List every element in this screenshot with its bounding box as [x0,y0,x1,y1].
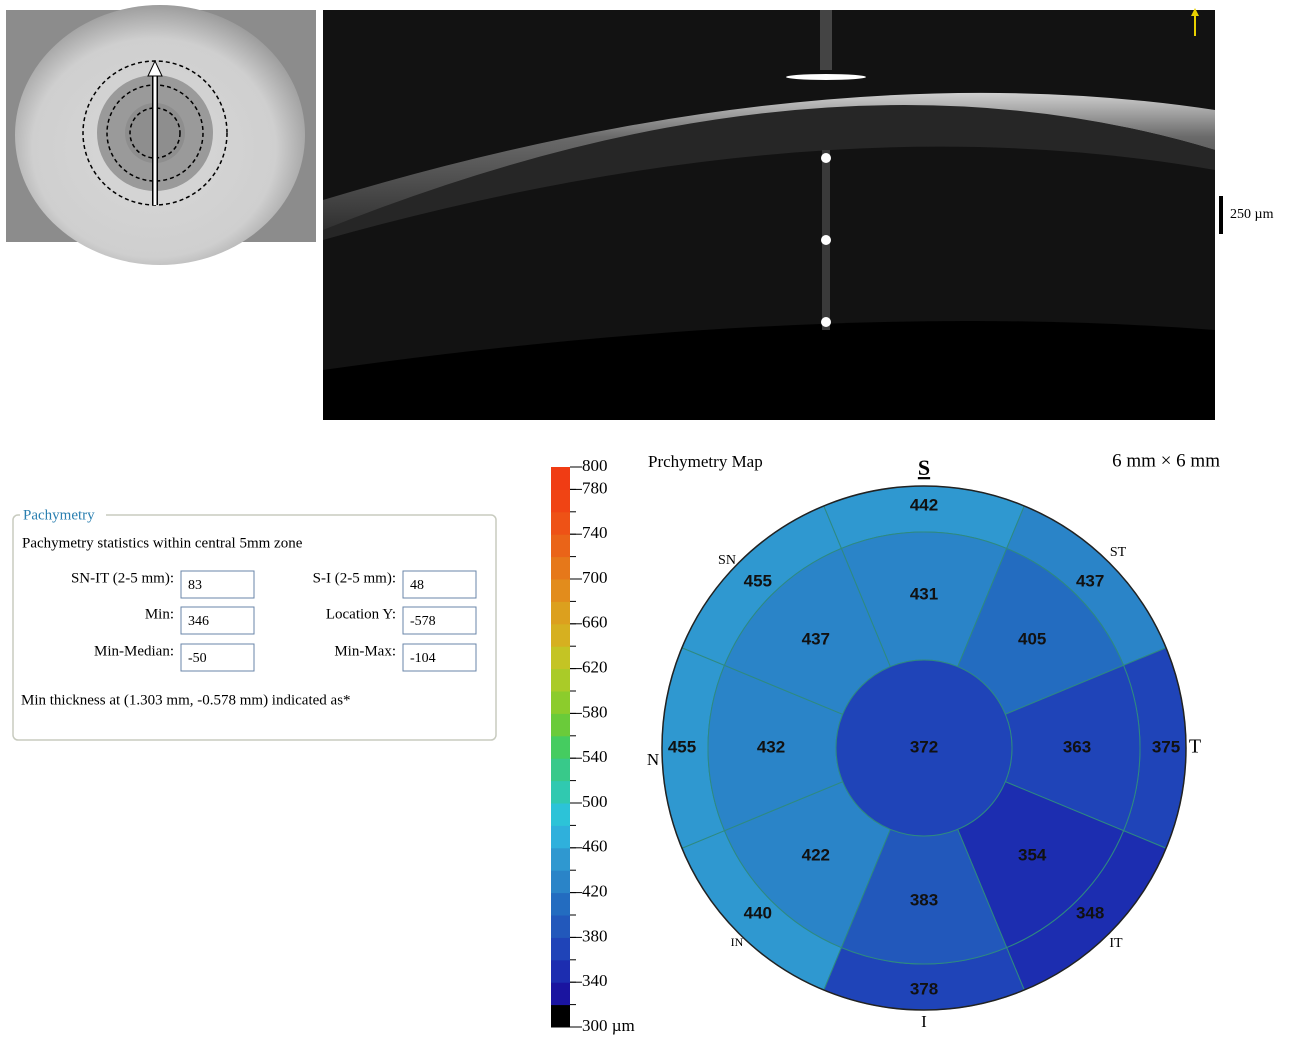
map-outline [661,485,1187,1011]
map-size: 6 mm × 6 mm [1112,450,1220,471]
field-label: S-I (2-5 mm): [313,570,396,586]
sector-value: 378 [910,979,938,998]
direction-label: IT [1109,936,1123,951]
colorbar-tick-label: 300 µm [582,1016,635,1035]
field-box [180,570,255,599]
field-label: SN-IT (2-5 mm): [71,570,174,586]
colorbar-band [551,646,570,670]
colorbar-band [551,780,570,804]
direction-label: I [921,1012,927,1031]
sector-value: 375 [1152,737,1180,756]
field-box [402,606,477,635]
sector-value: 431 [910,584,938,603]
colorbar-tick-label: 460 [582,837,608,856]
field-value: -104 [410,651,436,666]
colorbar-band [551,489,570,513]
colorbar-tick-label: 660 [582,613,608,632]
sector-value: 363 [1063,737,1091,756]
colorbar-band [551,713,570,737]
colorbar-band [551,825,570,849]
sector-value: 422 [802,846,830,865]
colorbar-band [551,803,570,826]
colorbar-tick-label: 620 [582,658,608,677]
colorbar-band [551,467,570,490]
sector-value: 354 [1018,846,1047,865]
sector-value: 455 [744,571,772,590]
field-box [180,643,255,672]
colorbar-band [551,915,570,938]
colorbar-band [551,937,570,961]
colorbar-band [551,892,570,916]
colorbar-tick-label: 580 [582,702,608,721]
field-label: Min-Median: [94,643,174,659]
colorbar-band [551,870,570,894]
field-value: -578 [410,614,436,629]
field-box [402,643,477,672]
colorbar-tick-label: 700 [582,568,608,587]
colorbar-band [551,735,570,759]
colorbar-band [551,668,570,692]
panel-note: Min thickness at (1.303 mm, -0.578 mm) i… [21,692,351,708]
colorbar-tick-label: 380 [582,926,608,945]
map-title: Prchymetry Map [648,452,763,471]
colorbar-band [551,556,570,580]
oct-scan: 250 µm [323,8,1274,420]
colorbar-tick-label: 800 [582,456,608,475]
colorbar-band [551,959,570,983]
colorbar-tick-label: 420 [582,882,608,901]
sector-value: 442 [910,495,938,514]
direction-label: T [1189,736,1201,758]
field-value: 83 [188,578,202,593]
colorbar-band [551,691,570,714]
colorbar: 800 780 740 700 660 620 580 540 500 460 420 380 340 3… [551,456,635,1035]
colorbar-band [551,623,570,647]
map-sector [835,659,1013,837]
colorbar-band [551,1004,570,1028]
direction-label: N [647,750,659,769]
sector-value: 383 [910,890,938,909]
pachymetry-map: Prchymetry Map 6 mm × 6 mm 372 431 405 363 3… [647,450,1220,1031]
colorbar-tick-label: 780 [582,478,608,497]
field-label: Location Y: [326,606,396,622]
sector-value: 440 [744,904,772,923]
sector-value: 437 [1076,571,1104,590]
field-value: -50 [188,651,207,666]
colorbar-band [551,758,570,782]
sector-value: 372 [910,737,938,756]
field-label: Min-Max: [334,643,396,659]
field-value: 346 [188,614,209,629]
field-box [402,570,477,599]
direction-label: SN [718,553,736,568]
direction-label: ST [1110,545,1127,560]
colorbar-tick-label: 740 [582,523,608,542]
direction-label: IN [731,935,744,949]
pachymetry-panel: Pachymetry Pachymetry statistics within … [12,505,497,741]
field-value: 48 [410,578,424,593]
direction-label: S [918,455,930,480]
field-label: Min: [145,606,174,622]
colorbar-band [551,511,570,535]
sector-value: 348 [1076,904,1104,923]
scale-label: 250 µm [1230,207,1274,222]
sector-value: 437 [802,629,830,648]
colorbar-band [551,579,570,602]
colorbar-band [551,534,570,558]
colorbar-tick-label: 540 [582,747,608,766]
colorbar-band [551,847,570,871]
sector-value: 455 [668,737,696,756]
colorbar-tick-label: 340 [582,971,608,990]
colorbar-band [551,601,570,625]
field-box [180,606,255,635]
panel-subtitle: Pachymetry statistics within central 5mm… [22,535,303,551]
sector-value: 405 [1018,629,1046,648]
colorbar-band [551,982,570,1006]
colorbar-tick-label: 500 [582,792,608,811]
eye-image [6,5,316,265]
sector-value: 432 [757,737,785,756]
panel-title: Pachymetry [23,507,95,523]
